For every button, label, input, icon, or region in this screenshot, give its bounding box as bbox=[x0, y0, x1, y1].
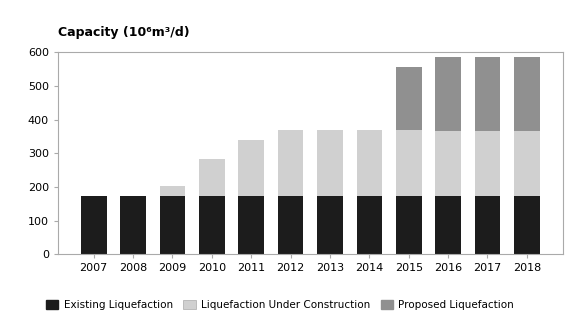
Bar bbox=[474, 131, 501, 196]
Bar bbox=[396, 130, 422, 196]
Bar bbox=[317, 130, 343, 196]
Bar bbox=[199, 196, 224, 254]
Bar bbox=[436, 57, 461, 131]
Bar bbox=[238, 196, 264, 254]
Bar bbox=[514, 57, 539, 131]
Bar bbox=[514, 196, 539, 254]
Bar bbox=[238, 140, 264, 196]
Bar bbox=[436, 196, 461, 254]
Bar bbox=[160, 186, 185, 196]
Bar bbox=[81, 196, 107, 254]
Bar bbox=[357, 130, 382, 196]
Bar bbox=[357, 196, 382, 254]
Bar bbox=[317, 196, 343, 254]
Bar bbox=[120, 196, 146, 254]
Bar bbox=[474, 57, 501, 131]
Text: Capacity (10⁶m³/d): Capacity (10⁶m³/d) bbox=[58, 26, 190, 39]
Bar bbox=[514, 131, 539, 196]
Bar bbox=[436, 131, 461, 196]
Bar bbox=[160, 196, 185, 254]
Bar bbox=[396, 67, 422, 130]
Bar bbox=[278, 130, 303, 196]
Bar bbox=[474, 196, 501, 254]
Bar bbox=[199, 159, 224, 196]
Bar bbox=[396, 196, 422, 254]
Bar bbox=[278, 196, 303, 254]
Legend: Existing Liquefaction, Liquefaction Under Construction, Proposed Liquefaction: Existing Liquefaction, Liquefaction Unde… bbox=[42, 296, 519, 315]
